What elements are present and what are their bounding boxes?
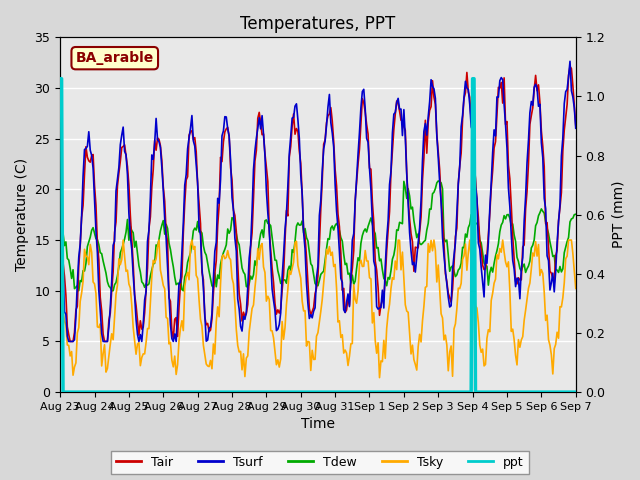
Y-axis label: Temperature (C): Temperature (C)	[15, 158, 29, 271]
Legend: Tair, Tsurf, Tdew, Tsky, ppt: Tair, Tsurf, Tdew, Tsky, ppt	[111, 451, 529, 474]
Title: Temperatures, PPT: Temperatures, PPT	[240, 15, 396, 33]
X-axis label: Time: Time	[301, 418, 335, 432]
Y-axis label: PPT (mm): PPT (mm)	[611, 181, 625, 249]
Text: BA_arable: BA_arable	[76, 51, 154, 65]
